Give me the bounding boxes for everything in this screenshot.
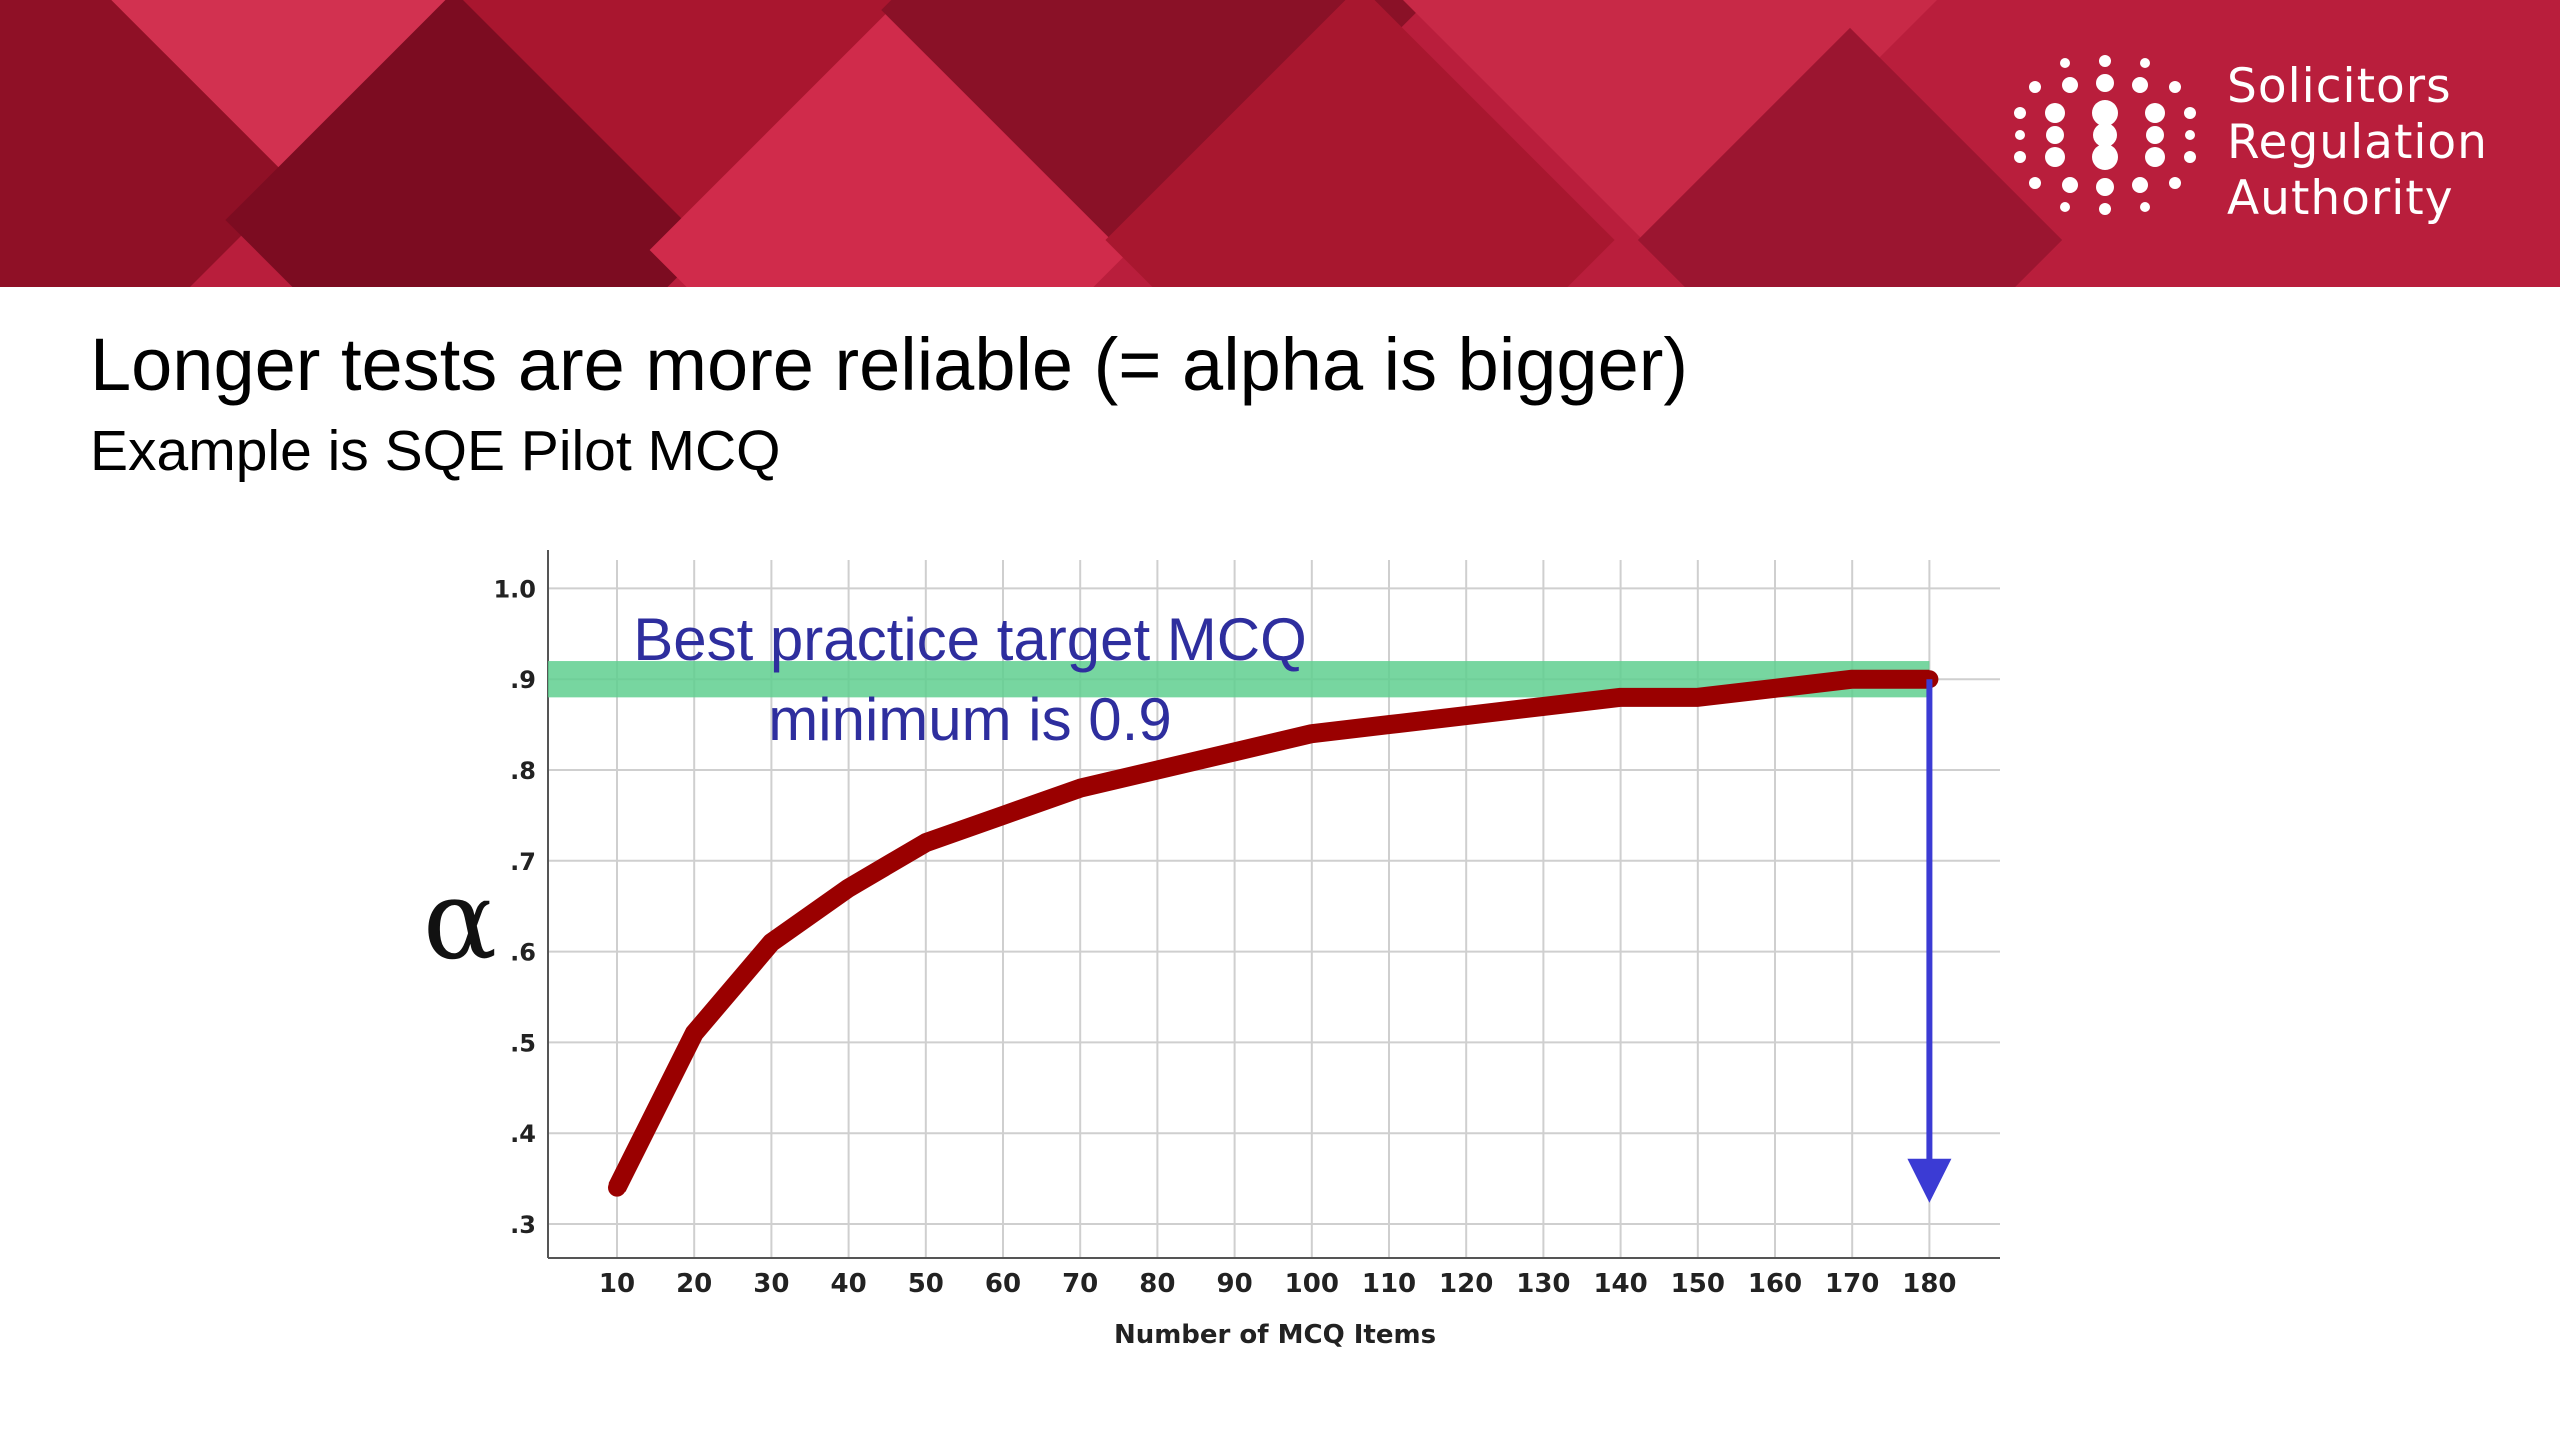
brand-line-1: Solicitors: [2227, 59, 2452, 114]
logo-dot: [2014, 151, 2026, 163]
logo-dot: [2099, 55, 2111, 67]
logo-dot: [2062, 77, 2078, 93]
x-tick-label: 100: [1285, 1269, 1339, 1299]
y-axis-label: α: [423, 856, 497, 984]
annotation-line-2: minimum is 0.9: [768, 686, 1171, 753]
logo-dot: [2184, 107, 2196, 119]
logo-dot: [2185, 130, 2195, 140]
x-tick-label: 150: [1671, 1269, 1725, 1299]
logo-dot: [2014, 107, 2026, 119]
data-point: [916, 833, 935, 852]
y-tick-label: .7: [510, 848, 536, 876]
logo-dot: [2093, 123, 2117, 147]
x-tick-label: 40: [831, 1269, 867, 1299]
logo-dot: [2169, 177, 2181, 189]
data-point: [1380, 715, 1398, 734]
slide-title: Longer tests are more reliable (= alpha …: [90, 323, 1689, 406]
logo-dot: [2145, 147, 2165, 167]
logo-dot: [2062, 177, 2078, 193]
logo-dot: [2146, 126, 2164, 144]
logo-dot: [2132, 177, 2148, 193]
y-tick-label: .8: [510, 757, 536, 785]
logo-dot: [2060, 58, 2070, 68]
logo-dot: [2045, 147, 2065, 167]
logo-dot: [2029, 177, 2041, 189]
series-line: [608, 669, 1930, 1192]
data-point: [608, 1178, 626, 1197]
x-tick-label: 80: [1139, 1269, 1175, 1299]
data-point: [1534, 697, 1553, 716]
x-tick-label: 170: [1825, 1269, 1879, 1299]
data-point: [994, 806, 1012, 825]
x-axis-label: Number of MCQ Items: [1114, 1320, 1436, 1350]
y-tick-label: .5: [510, 1029, 536, 1057]
logo-dot: [2140, 58, 2150, 68]
data-point: [1457, 706, 1476, 725]
logo-dot: [2184, 151, 2196, 163]
logo-dot: [2169, 81, 2181, 93]
logo-dot: [2145, 103, 2165, 123]
data-point: [839, 879, 858, 898]
logo-dot: [2029, 81, 2041, 93]
y-tick-label: .3: [510, 1211, 536, 1239]
x-tick-label: 110: [1362, 1269, 1416, 1299]
logo-dot: [2140, 202, 2150, 212]
data-point: [685, 1024, 704, 1043]
data-point: [1766, 679, 1784, 698]
x-tick-label: 50: [908, 1269, 944, 1299]
data-point: [1302, 724, 1321, 743]
logo-dot: [2015, 130, 2025, 140]
logo-dot: [2046, 126, 2064, 144]
slide-subtitle: Example is SQE Pilot MCQ: [90, 419, 781, 483]
data-point: [1688, 688, 1707, 707]
data-point: [1225, 742, 1244, 761]
x-tick-label: 70: [1062, 1269, 1098, 1299]
x-tick-label: 130: [1516, 1269, 1570, 1299]
sra-logo: Solicitors Regulation Authority: [2005, 45, 2525, 245]
logo-dot: [2096, 178, 2114, 196]
logo-dot: [2045, 103, 2065, 123]
data-point: [1611, 688, 1630, 707]
y-tick-label: .4: [510, 1120, 536, 1148]
logo-dot: [2099, 203, 2111, 215]
data-point: [1148, 761, 1167, 779]
brand-name: Solicitors Regulation Authority: [2227, 59, 2488, 227]
header-banner: Solicitors Regulation Authority: [0, 0, 2560, 287]
y-tick-label: 1.0: [493, 575, 536, 603]
x-tick-label: 120: [1439, 1269, 1493, 1299]
data-point: [762, 933, 781, 952]
x-tick-label: 180: [1902, 1269, 1956, 1299]
data-point: [1843, 670, 1862, 689]
logo-dot: [2092, 100, 2118, 126]
logo-dot: [2060, 202, 2070, 212]
logo-dot: [2132, 77, 2148, 93]
x-tick-label: 10: [599, 1269, 635, 1299]
annotation-line-1: Best practice target MCQ: [633, 606, 1307, 673]
dot-grid-logo-icon: [2014, 55, 2196, 215]
logo-dot: [2092, 144, 2118, 170]
y-tick-label: .9: [510, 666, 536, 694]
brand-line-2: Regulation: [2227, 115, 2488, 170]
data-point: [1071, 779, 1090, 798]
x-tick-label: 20: [676, 1269, 712, 1299]
brand-line-3: Authority: [2227, 171, 2454, 226]
arrow-head: [1907, 1158, 1952, 1203]
x-tick-label: 90: [1217, 1269, 1253, 1299]
y-tick-label: .6: [510, 939, 536, 967]
logo-dot: [2096, 74, 2114, 92]
x-tick-label: 60: [985, 1269, 1021, 1299]
x-tick-label: 160: [1748, 1269, 1802, 1299]
x-tick-label: 140: [1593, 1269, 1647, 1299]
x-tick-label: 30: [753, 1269, 789, 1299]
